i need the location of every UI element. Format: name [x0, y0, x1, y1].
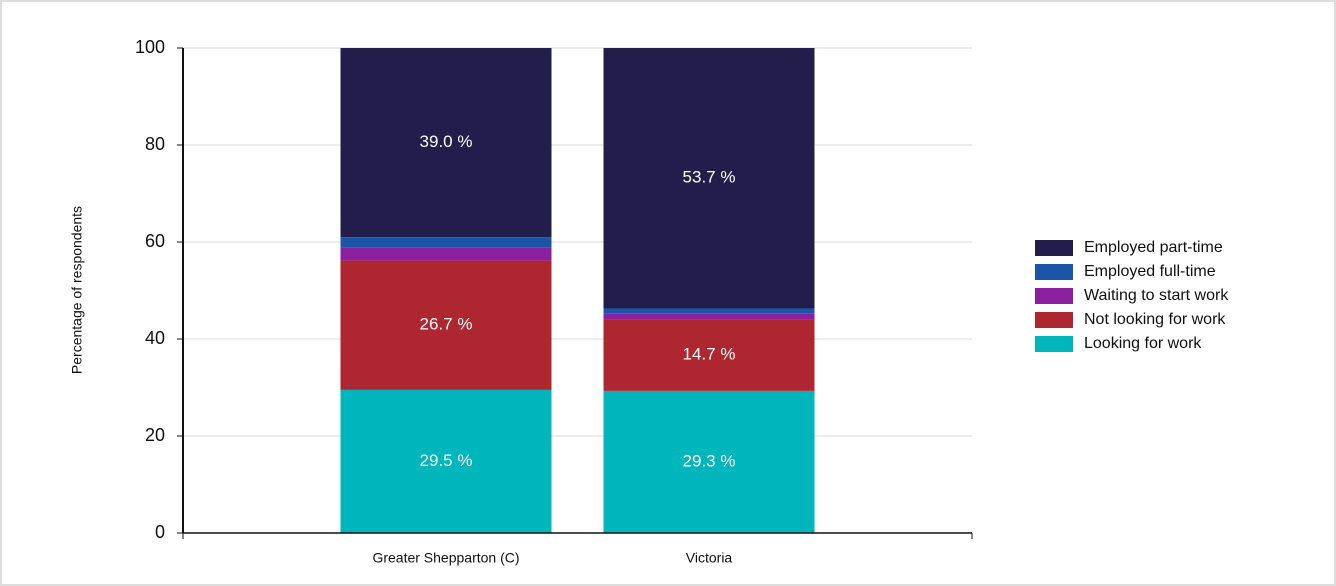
legend-label: Waiting to start work [1084, 287, 1229, 304]
bar-segment [603, 319, 815, 391]
bar-segment [340, 237, 552, 248]
x-tick-label: Victoria [686, 550, 733, 566]
data-label: 53.7 % [683, 168, 736, 187]
legend-swatch [1035, 336, 1073, 352]
legend-swatch [1035, 288, 1073, 304]
data-label: 29.5 % [420, 451, 473, 470]
data-label: 39.0 % [420, 132, 473, 151]
bar-segment [340, 48, 552, 238]
legend-label: Employed part-time [1084, 239, 1223, 256]
legend-label: Employed full-time [1084, 263, 1216, 280]
bar-segment [340, 389, 552, 533]
y-tick-label: 20 [145, 425, 165, 445]
y-tick-label: 80 [145, 134, 165, 154]
bar-segment [340, 247, 552, 261]
x-tick-label: Greater Shepparton (C) [372, 550, 519, 566]
y-tick-label: 0 [155, 522, 165, 542]
data-label: 29.3 % [683, 451, 736, 470]
bar-segment [603, 308, 815, 314]
bar-segment [603, 313, 815, 320]
data-label: 14.7 % [683, 345, 736, 364]
y-tick-label: 40 [145, 328, 165, 348]
legend-swatch [1035, 240, 1073, 256]
data-label: 26.7 % [420, 315, 473, 334]
bar-segment [603, 390, 815, 533]
legend-label: Not looking for work [1084, 311, 1226, 328]
legend-swatch [1035, 312, 1073, 328]
y-tick-label: 100 [135, 37, 165, 57]
legend-label: Looking for work [1084, 335, 1202, 352]
y-axis-label: Percentage of respondents [69, 206, 85, 374]
bar-segment [340, 260, 552, 390]
legend-swatch [1035, 264, 1073, 280]
y-tick-label: 60 [145, 231, 165, 251]
bar-segment [603, 48, 815, 309]
